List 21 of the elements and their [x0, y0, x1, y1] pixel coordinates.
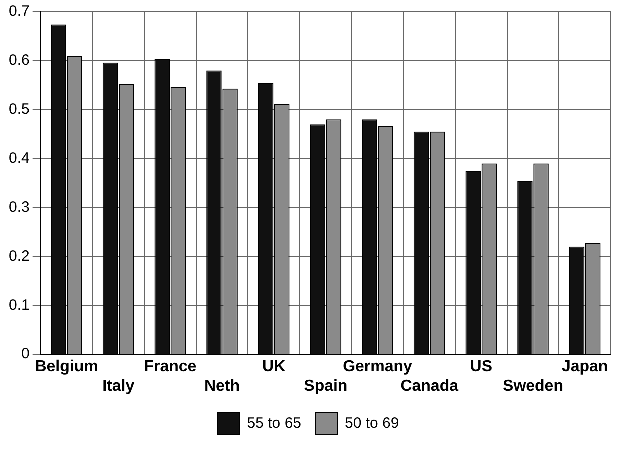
x-tick-label: UK [262, 358, 286, 376]
y-tick-label: 0.7 [8, 3, 30, 20]
x-tick-label: Sweden [503, 378, 564, 395]
legend-label: 55 to 65 [247, 415, 302, 432]
x-tick-label: Canada [400, 378, 459, 395]
x-tick-label: Belgium [35, 358, 98, 376]
y-tick-label: 0.5 [8, 101, 30, 118]
x-tick-label: Spain [304, 378, 348, 395]
x-tick-label: France [144, 358, 197, 376]
y-tick-label: 0.4 [8, 150, 30, 167]
legend-label: 50 to 69 [345, 415, 400, 432]
x-tick-label: Italy [102, 378, 135, 395]
y-tick-label: 0.3 [8, 198, 30, 216]
x-tick-label: Germany [343, 358, 413, 376]
y-tick-label: 0.1 [8, 296, 30, 314]
x-tick-label: US [470, 358, 493, 376]
x-tick-label: Neth [204, 378, 240, 395]
y-tick-label: 0.6 [8, 52, 30, 70]
y-tick-label: 0.2 [8, 248, 30, 265]
y-tick-label: 0 [22, 346, 30, 363]
x-tick-label: Japan [562, 358, 608, 376]
